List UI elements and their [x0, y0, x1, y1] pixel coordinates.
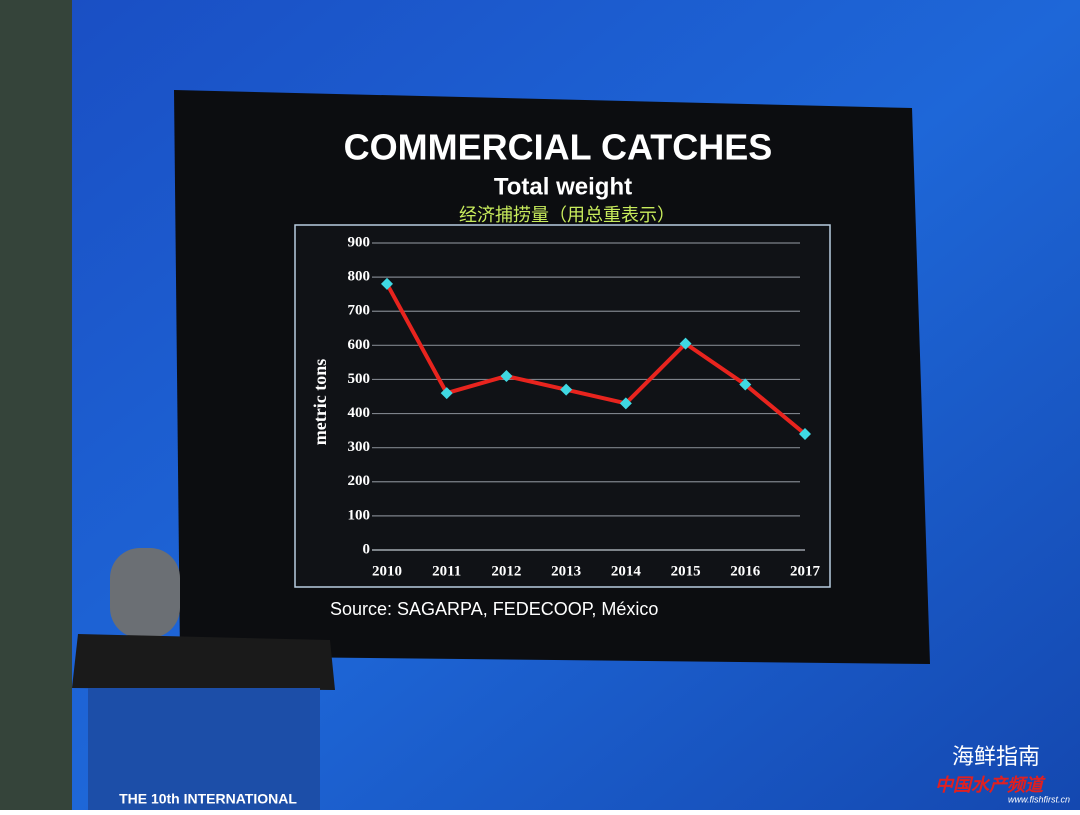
chart-subtitle: Total weight: [494, 173, 632, 200]
data-marker: [381, 277, 393, 290]
y-tick-label: 0: [363, 541, 371, 557]
watermark-name: 海鲜指南: [952, 744, 1040, 769]
y-tick-label: 600: [348, 337, 371, 353]
data-marker: [619, 397, 632, 410]
x-tick-label: 2017: [790, 563, 821, 579]
watermark-site: www.fishfirst.cn: [1008, 794, 1070, 804]
x-tick-label: 2010: [372, 563, 402, 579]
data-marker: [560, 383, 573, 396]
y-tick-label: 100: [348, 507, 371, 523]
x-tick-label: 2012: [491, 563, 521, 579]
y-tick-label: 400: [348, 405, 371, 421]
data-line: [385, 282, 807, 436]
x-tick-label: 2014: [611, 563, 642, 579]
x-tick-label: 2015: [671, 563, 701, 579]
chart-title: COMMERCIAL CATCHES: [344, 127, 773, 168]
data-marker: [679, 337, 692, 350]
data-marker: [799, 428, 811, 441]
speaker: [110, 548, 180, 638]
plot-frame: [294, 224, 831, 588]
data-marker: [739, 378, 752, 391]
y-axis-label: metric tons: [310, 359, 330, 445]
podium-text: THE 10th INTERNATIONAL: [119, 791, 297, 807]
y-tick-label: 800: [348, 269, 371, 285]
x-tick-label: 2013: [551, 563, 581, 579]
y-tick-label: 500: [348, 371, 371, 387]
x-tick-label: 2011: [432, 563, 461, 579]
source-note: Source: SAGARPA, FEDECOOP, México: [330, 599, 658, 619]
data-marker: [500, 370, 513, 383]
wall: [0, 0, 72, 810]
chart-subtitle-cn: 经济捕捞量（用总重表示）: [459, 205, 675, 225]
y-tick-label: 900: [348, 234, 371, 250]
y-tick-label: 300: [348, 439, 371, 455]
data-marker: [440, 387, 453, 400]
watermark-channel: 中国水产频道: [935, 775, 1046, 795]
x-tick-label: 2016: [730, 563, 761, 579]
y-tick-label: 200: [348, 473, 371, 489]
y-tick-label: 700: [348, 303, 371, 319]
podium-body: [88, 688, 320, 810]
podium-top: [72, 634, 335, 690]
